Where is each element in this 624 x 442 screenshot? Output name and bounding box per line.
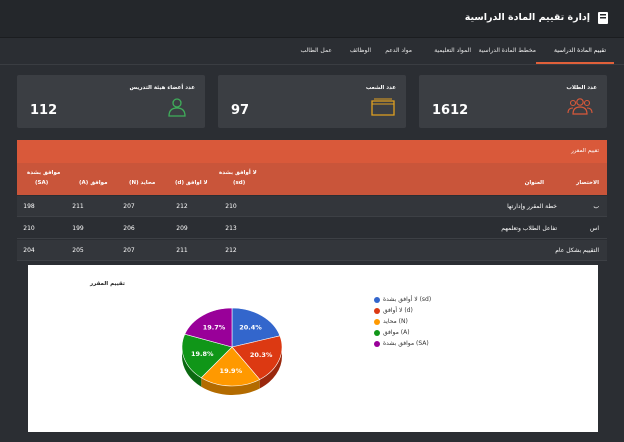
tab-course-evaluation[interactable]: تقييم المادة الدراسية [553, 47, 606, 54]
table-row: اس تفاعل الطلاب وتعلمهم 213 209 206 199 … [17, 218, 607, 239]
tab-support-materials[interactable]: مواد الدعم [385, 47, 412, 54]
row-title: التقييم بشكل عام [555, 247, 599, 254]
pie-slice-label-1: 20.3% [250, 351, 273, 359]
col-n: محايد (N) [129, 180, 156, 186]
stat-value: 97 [231, 103, 250, 118]
row-a: 211 [72, 203, 84, 210]
row-sa: 204 [23, 247, 35, 254]
row-sa: 210 [23, 225, 35, 232]
panel-header: تقييم المقرر [17, 140, 607, 163]
col-abbr: الاختصار [576, 180, 599, 186]
pie-slice-label-3: 19.8% [191, 350, 214, 358]
tab-bar: تقييم المادة الدراسية مخطط المادة الدراس… [0, 38, 624, 65]
row-d: 212 [176, 203, 188, 210]
pie-slice-3[interactable] [181, 333, 233, 379]
book-icon [598, 12, 608, 24]
table-header: الاختصار العنوان لا أوافق بشدة (sd) لا ا… [17, 163, 607, 195]
legend-swatch [374, 341, 380, 347]
tab-course-plan[interactable]: مخطط المادة الدراسية [478, 47, 536, 54]
row-abbr: اس [590, 225, 599, 232]
pie-chart: 20.4% 20.3% 19.9% 19.8% 19.7% [181, 307, 283, 395]
row-sd: 212 [225, 247, 237, 254]
pie-slice-1[interactable] [231, 335, 283, 380]
pie-slice-side-3 [182, 347, 202, 387]
stat-card-sections: عدد الشعب 97 [218, 75, 406, 128]
col-title: العنوان [524, 180, 544, 186]
tab-assignments[interactable]: الوظائف [349, 47, 371, 54]
tab-learning-materials[interactable]: المواد التعليمية [434, 47, 471, 54]
pie-slice-side-2 [201, 377, 260, 395]
row-title: تفاعل الطلاب وتعلمهم [501, 225, 557, 232]
row-n: 207 [123, 247, 135, 254]
folder-icon [371, 98, 395, 116]
table-row: التقييم بشكل عام 212 211 207 205 204 [17, 240, 607, 261]
legend-swatch [374, 319, 380, 325]
row-n: 206 [123, 225, 135, 232]
stat-value: 112 [30, 103, 58, 118]
stat-card-faculty: عدد أعضاء هيئة التدريس 112 [17, 75, 205, 128]
row-sd: 213 [225, 225, 237, 232]
col-a: موافق (A) [79, 180, 108, 186]
chart-title: تقييم المقرر [90, 281, 125, 287]
user-icon [168, 98, 186, 117]
col-sa-code: (SA) [35, 180, 49, 186]
row-a: 199 [72, 225, 84, 232]
stat-value: 1612 [432, 103, 469, 118]
col-sa: موافق بشدة [27, 170, 61, 176]
col-sd-code: (sd) [233, 180, 246, 186]
row-abbr: ب [593, 203, 599, 210]
tab-student-work[interactable]: عمل الطالب [300, 47, 332, 54]
pie-slice-label-0: 20.4% [239, 324, 262, 332]
legend-swatch [374, 308, 380, 314]
legend-label: موافق بشدة (SA) [383, 340, 429, 347]
row-d: 209 [176, 225, 188, 232]
row-sd: 210 [225, 203, 237, 210]
panel-title: تقييم المقرر [571, 148, 599, 154]
row-d: 211 [176, 247, 188, 254]
active-tab-indicator [536, 62, 614, 64]
row-a: 205 [72, 247, 84, 254]
pie-slice-label-2: 19.9% [220, 367, 243, 375]
row-title: خطة المقرر وإدارتها [507, 203, 557, 210]
row-sa: 198 [23, 203, 35, 210]
pie-slice-side-1 [259, 347, 282, 389]
stat-card-students: عدد الطلاب 1612 [419, 75, 607, 128]
pie-slice-0[interactable] [231, 307, 281, 348]
legend-label: موافق (A) [383, 329, 410, 336]
table-row: ب خطة المقرر وإدارتها 210 212 207 211 19… [17, 196, 607, 217]
col-sd: لا أوافق بشدة [219, 170, 257, 176]
pie-slice-label-4: 19.7% [203, 323, 226, 331]
users-icon [567, 98, 593, 115]
pie-chart-card: تقييم المقرر 20.4% 20.3% 19.9% 19.8% 19.7% ل… [28, 265, 598, 432]
col-d: لا اوافق (d) [175, 180, 208, 186]
legend-label: لا أوافق بشدة (sd) [383, 296, 432, 303]
pie-slice-4[interactable] [184, 307, 233, 348]
top-bar: إدارة تقييم المادة الدراسية [0, 0, 624, 38]
legend-label: لا أوافق (d) [383, 307, 413, 314]
stat-label: عدد الشعب [365, 85, 396, 91]
stat-label: عدد الطلاب [566, 85, 597, 91]
stat-label: عدد أعضاء هيئة التدريس [129, 85, 195, 91]
pie-slice-2[interactable] [200, 346, 261, 387]
page-title: إدارة تقييم المادة الدراسية [464, 12, 590, 23]
legend-swatch [374, 330, 380, 336]
legend-swatch [374, 297, 380, 303]
row-n: 207 [123, 203, 135, 210]
legend-label: محايد (N) [383, 318, 408, 325]
